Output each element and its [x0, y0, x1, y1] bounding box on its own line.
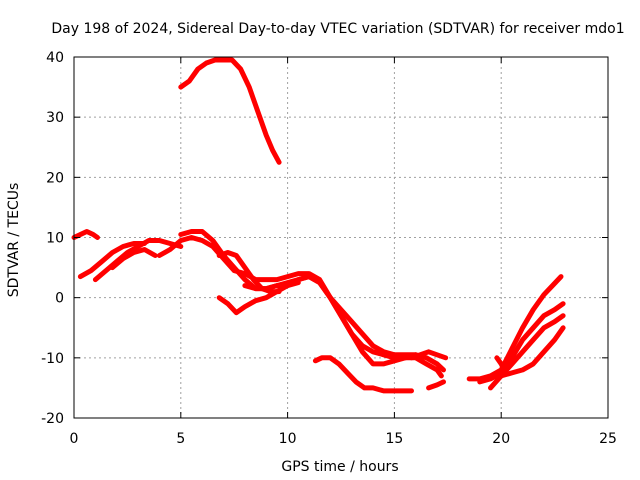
series-line-arc-g	[216, 250, 282, 295]
ticks-layer: 0 5 10 15 20 25 -20 -10 0 10 20 30 40	[41, 50, 617, 447]
x-tick-label: 0	[70, 431, 79, 447]
x-axis-title: GPS time / hours	[281, 459, 398, 475]
x-tick-label: 15	[385, 431, 403, 447]
y-tick-label: 40	[46, 50, 64, 66]
series-line-arc-j	[312, 355, 414, 394]
y-tick-label: -10	[41, 351, 64, 367]
series-line-arc-c	[92, 238, 184, 283]
y-tick-label: 10	[46, 231, 64, 247]
series-line-arc-h	[216, 280, 301, 316]
x-tick-label: 25	[599, 431, 617, 447]
x-tick-label: 5	[176, 431, 185, 447]
y-tick-label: 30	[46, 110, 64, 126]
series-line-arc-d	[109, 247, 158, 271]
chart-title: Day 198 of 2024, Sidereal Day-to-day VTE…	[51, 21, 624, 37]
series-layer	[71, 57, 566, 394]
series-line-arc-high	[178, 57, 282, 165]
series-line-arc-k	[409, 349, 449, 361]
series-line-arc-q	[494, 355, 508, 376]
x-tick-label: 20	[492, 431, 510, 447]
y-tick-label: -20	[41, 411, 64, 427]
series-line-arc-n	[477, 301, 566, 385]
series-line-arc-m	[466, 274, 564, 382]
y-axis-title: SDTVAR / TECUs	[6, 183, 22, 298]
series-line-arc-l	[426, 379, 446, 391]
y-tick-label: 20	[46, 170, 64, 186]
series-line-arc-p	[498, 325, 566, 379]
x-tick-label: 10	[279, 431, 297, 447]
y-tick-label: 0	[55, 291, 64, 307]
series-line-arc-b	[77, 241, 147, 280]
series-line-arc-a	[71, 229, 100, 240]
